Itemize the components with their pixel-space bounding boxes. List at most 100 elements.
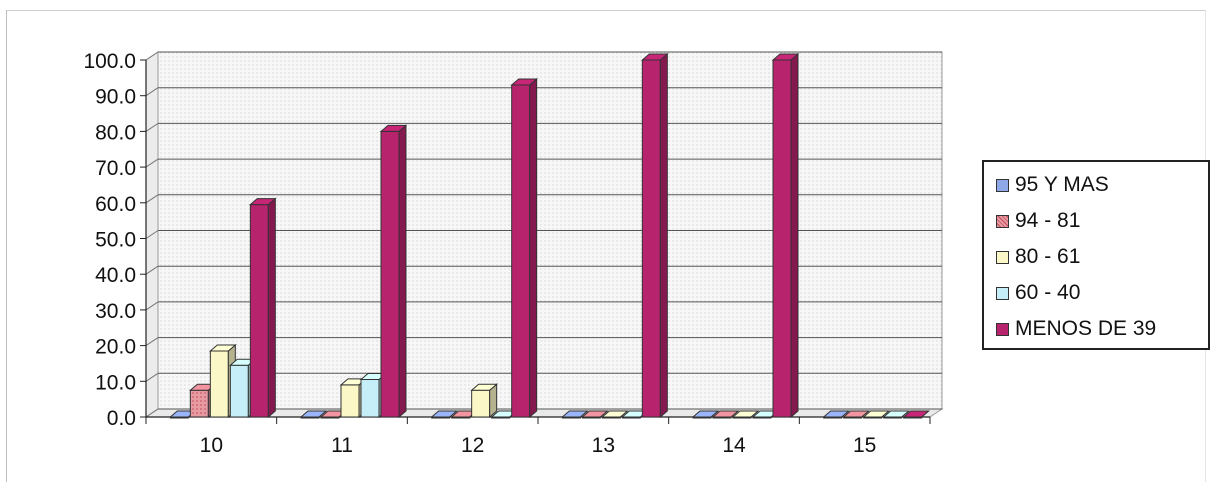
bar-front bbox=[511, 84, 531, 418]
x-tick-label: 15 bbox=[853, 434, 876, 457]
legend-label: 60 - 40 bbox=[1015, 281, 1081, 304]
y-tick-label: 50.0 bbox=[95, 229, 136, 252]
bar-top bbox=[299, 410, 328, 418]
bar-top bbox=[882, 410, 911, 418]
bar-top bbox=[560, 410, 589, 418]
bar-top bbox=[379, 124, 408, 132]
bar-front bbox=[772, 59, 792, 418]
gridline-side bbox=[145, 265, 159, 275]
bar-top bbox=[248, 198, 277, 206]
bar bbox=[430, 410, 459, 419]
bar-top bbox=[430, 410, 459, 418]
bar bbox=[691, 410, 720, 419]
bar bbox=[379, 124, 408, 419]
bar-top bbox=[208, 344, 237, 352]
x-tick-label: 10 bbox=[200, 434, 223, 457]
bar-front bbox=[189, 389, 209, 418]
y-tick-label: 10.0 bbox=[95, 371, 136, 394]
y-tick-label: 0.0 bbox=[107, 407, 136, 430]
bar-top bbox=[470, 383, 499, 391]
legend-item: 95 Y MAS bbox=[996, 167, 1208, 203]
bar-front bbox=[340, 384, 360, 418]
legend-swatch bbox=[996, 250, 1009, 264]
bar-top bbox=[842, 410, 871, 418]
legend-swatch bbox=[996, 322, 1009, 336]
bar bbox=[470, 383, 499, 419]
bar bbox=[510, 77, 539, 419]
bar-top bbox=[640, 53, 669, 61]
bar bbox=[560, 410, 589, 419]
bar-top bbox=[711, 410, 740, 418]
bar-front bbox=[249, 204, 269, 418]
bar bbox=[711, 410, 740, 419]
legend-label: 94 - 81 bbox=[1015, 209, 1081, 232]
gridline-side bbox=[145, 372, 159, 382]
x-tick-label: 12 bbox=[461, 434, 484, 457]
legend-label: MENOS DE 39 bbox=[1015, 317, 1157, 340]
y-tick-label: 80.0 bbox=[95, 121, 136, 144]
legend-swatch bbox=[996, 214, 1009, 228]
gridline-side bbox=[145, 122, 159, 132]
bar-top bbox=[862, 410, 891, 418]
bar-top bbox=[822, 410, 851, 418]
bar-front bbox=[641, 59, 661, 418]
x-tick-label: 11 bbox=[331, 434, 353, 457]
bar-side bbox=[398, 124, 407, 419]
bar bbox=[862, 410, 891, 419]
bar-front bbox=[360, 379, 380, 418]
gridline-side bbox=[145, 87, 159, 97]
bar bbox=[771, 52, 800, 419]
bar bbox=[248, 197, 277, 419]
legend-item: 94 - 81 bbox=[996, 203, 1208, 239]
legend-swatch bbox=[996, 178, 1009, 192]
bar bbox=[882, 410, 911, 419]
bar-side bbox=[790, 52, 799, 419]
y-tick-label: 20.0 bbox=[95, 336, 136, 359]
bar-chart: 0.0 10.0 20.0 30.0 40.0 50.0 60.0 70.0 80.0 90.0 1… bbox=[83, 50, 944, 457]
bar-top bbox=[902, 410, 931, 418]
bar-top bbox=[731, 410, 760, 418]
bar bbox=[600, 410, 629, 419]
gridline-side bbox=[145, 408, 159, 418]
bar bbox=[902, 410, 931, 419]
bar-front bbox=[380, 130, 400, 418]
bar bbox=[299, 410, 328, 419]
bar-front bbox=[229, 364, 249, 418]
bar-front bbox=[471, 389, 491, 418]
y-tick-label: 70.0 bbox=[95, 157, 136, 180]
gridline-side bbox=[145, 337, 159, 347]
y-tick-label: 30.0 bbox=[95, 300, 136, 323]
gridline-side bbox=[145, 51, 159, 61]
legend-item: 80 - 61 bbox=[996, 239, 1208, 275]
gridline-side bbox=[145, 230, 159, 239]
legend-label: 80 - 61 bbox=[1015, 245, 1081, 268]
legend-swatch bbox=[996, 286, 1009, 300]
x-tick-label: 13 bbox=[592, 434, 615, 457]
gridline-side bbox=[145, 301, 159, 311]
legend-item: MENOS DE 39 bbox=[996, 311, 1208, 347]
bar-top bbox=[600, 410, 629, 418]
bar-side bbox=[267, 197, 276, 419]
y-tick-label: 90.0 bbox=[95, 86, 136, 109]
bar bbox=[731, 410, 760, 419]
y-tick-label: 40.0 bbox=[95, 264, 136, 287]
bar bbox=[822, 410, 851, 419]
x-tick-label: 14 bbox=[722, 434, 746, 457]
legend-label: 95 Y MAS bbox=[1015, 173, 1109, 196]
bar-side bbox=[659, 52, 668, 419]
bar-side bbox=[529, 77, 538, 419]
bar-front bbox=[209, 350, 229, 418]
legend-item: 60 - 40 bbox=[996, 275, 1208, 311]
y-tick-label: 100.0 bbox=[83, 50, 136, 73]
bar bbox=[842, 410, 871, 419]
bar-top bbox=[771, 53, 800, 61]
bar-top bbox=[510, 78, 539, 86]
bar-top bbox=[691, 410, 720, 418]
bar bbox=[640, 52, 669, 419]
bar-top bbox=[580, 410, 609, 418]
chart-legend: 95 Y MAS 94 - 81 80 - 61 60 - 40 MENOS DE 39 bbox=[982, 160, 1210, 350]
bar bbox=[580, 410, 609, 419]
gridline-side bbox=[145, 194, 159, 204]
y-tick-label: 60.0 bbox=[95, 193, 136, 216]
gridline-side bbox=[145, 158, 159, 168]
